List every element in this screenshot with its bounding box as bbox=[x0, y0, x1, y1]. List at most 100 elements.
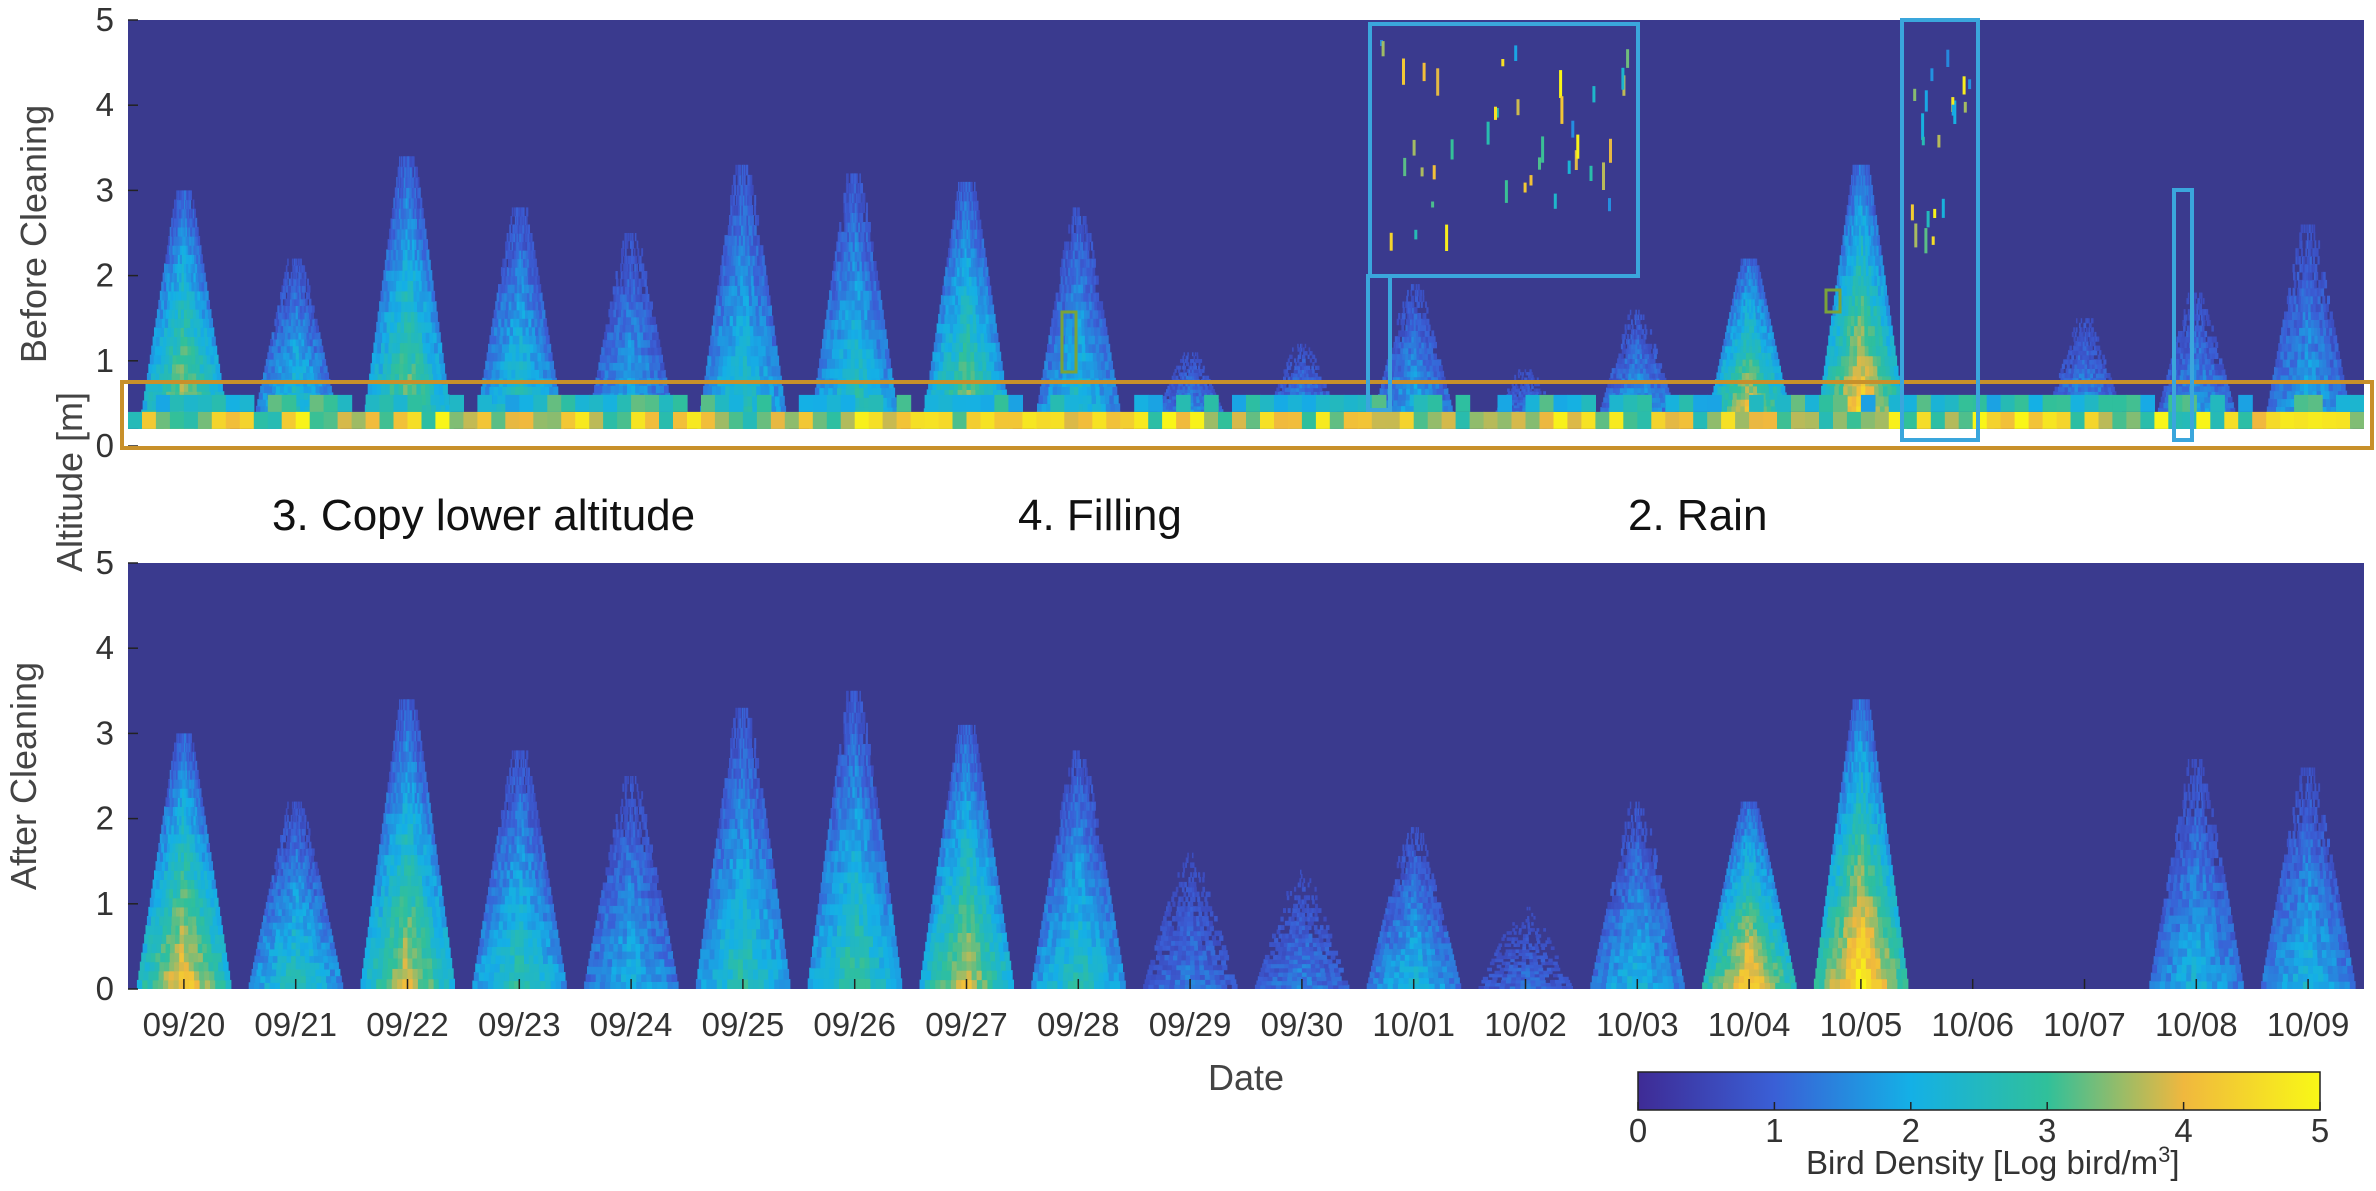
cell bbox=[635, 385, 640, 393]
cell bbox=[418, 322, 422, 333]
cell bbox=[938, 371, 943, 381]
cell bbox=[767, 356, 772, 367]
cell bbox=[891, 397, 896, 407]
cell bbox=[195, 355, 199, 365]
cell bbox=[987, 371, 992, 381]
cell bbox=[546, 335, 550, 344]
cell bbox=[1108, 386, 1113, 395]
cell bbox=[637, 241, 639, 249]
cell bbox=[821, 349, 825, 359]
cell bbox=[1053, 386, 1058, 395]
cell bbox=[536, 267, 539, 276]
cell bbox=[550, 361, 554, 370]
cell bbox=[435, 322, 439, 333]
cell bbox=[967, 352, 971, 362]
cell bbox=[1082, 361, 1086, 370]
cell bbox=[1096, 276, 1099, 285]
cell bbox=[638, 362, 642, 370]
cell bbox=[1078, 386, 1083, 395]
cell bbox=[827, 329, 831, 339]
cell bbox=[991, 305, 995, 315]
cell bbox=[207, 300, 210, 310]
cell bbox=[1106, 403, 1111, 412]
cell bbox=[858, 290, 861, 300]
cell bbox=[421, 208, 423, 219]
cell bbox=[974, 361, 979, 371]
cell bbox=[887, 397, 892, 407]
cell bbox=[762, 346, 766, 357]
cell bbox=[758, 346, 762, 357]
cell bbox=[750, 316, 754, 327]
cell bbox=[150, 355, 154, 365]
cell bbox=[434, 312, 438, 323]
cell bbox=[718, 366, 723, 377]
cell bbox=[533, 344, 537, 353]
cell bbox=[512, 344, 516, 353]
cell bbox=[615, 385, 620, 393]
cell bbox=[971, 182, 973, 192]
cell bbox=[740, 175, 742, 186]
cell bbox=[551, 369, 556, 378]
cell bbox=[307, 372, 311, 379]
cell bbox=[991, 371, 996, 381]
cell bbox=[728, 336, 732, 347]
cell bbox=[408, 322, 412, 333]
cell bbox=[836, 349, 840, 359]
cell bbox=[151, 346, 155, 356]
cell bbox=[955, 361, 960, 371]
cell bbox=[849, 290, 852, 300]
cell bbox=[1102, 369, 1107, 378]
cell bbox=[404, 322, 408, 333]
cell bbox=[1094, 361, 1098, 370]
cell bbox=[1092, 395, 1097, 404]
cell bbox=[642, 355, 646, 363]
cell bbox=[1096, 293, 1099, 302]
cell bbox=[736, 336, 740, 347]
cell bbox=[204, 282, 207, 292]
cell bbox=[312, 305, 315, 312]
cell bbox=[611, 324, 614, 332]
cell bbox=[275, 366, 279, 373]
cell bbox=[703, 386, 708, 397]
cell bbox=[327, 386, 332, 393]
cell bbox=[632, 233, 634, 241]
cell bbox=[418, 177, 420, 188]
cell bbox=[1056, 361, 1060, 370]
cell bbox=[952, 342, 956, 352]
cell bbox=[425, 322, 429, 333]
cell bbox=[751, 285, 754, 296]
cell bbox=[422, 332, 426, 343]
cell bbox=[519, 369, 524, 378]
cell bbox=[819, 358, 824, 368]
cell bbox=[527, 352, 531, 361]
cell bbox=[519, 352, 523, 361]
cell bbox=[310, 372, 314, 379]
cell bbox=[1104, 327, 1108, 336]
cell bbox=[281, 299, 284, 306]
cell bbox=[291, 272, 293, 279]
cell bbox=[969, 295, 972, 305]
cell bbox=[723, 285, 726, 296]
cell bbox=[212, 337, 216, 347]
cell bbox=[1078, 352, 1082, 361]
cell bbox=[757, 326, 761, 337]
cell bbox=[649, 355, 653, 363]
cell bbox=[747, 346, 751, 357]
cell bbox=[433, 332, 437, 343]
cell bbox=[276, 386, 281, 393]
cell bbox=[739, 386, 744, 397]
cell bbox=[519, 344, 523, 353]
cell bbox=[752, 215, 754, 226]
cell bbox=[1037, 403, 1042, 412]
cell bbox=[841, 329, 845, 339]
cell bbox=[541, 352, 545, 361]
cell bbox=[481, 386, 486, 395]
cell bbox=[886, 358, 891, 368]
cell bbox=[1184, 352, 1186, 356]
cell bbox=[743, 346, 747, 357]
cell bbox=[390, 322, 394, 333]
cell bbox=[834, 329, 838, 339]
cell bbox=[658, 370, 662, 378]
cell bbox=[208, 309, 212, 319]
